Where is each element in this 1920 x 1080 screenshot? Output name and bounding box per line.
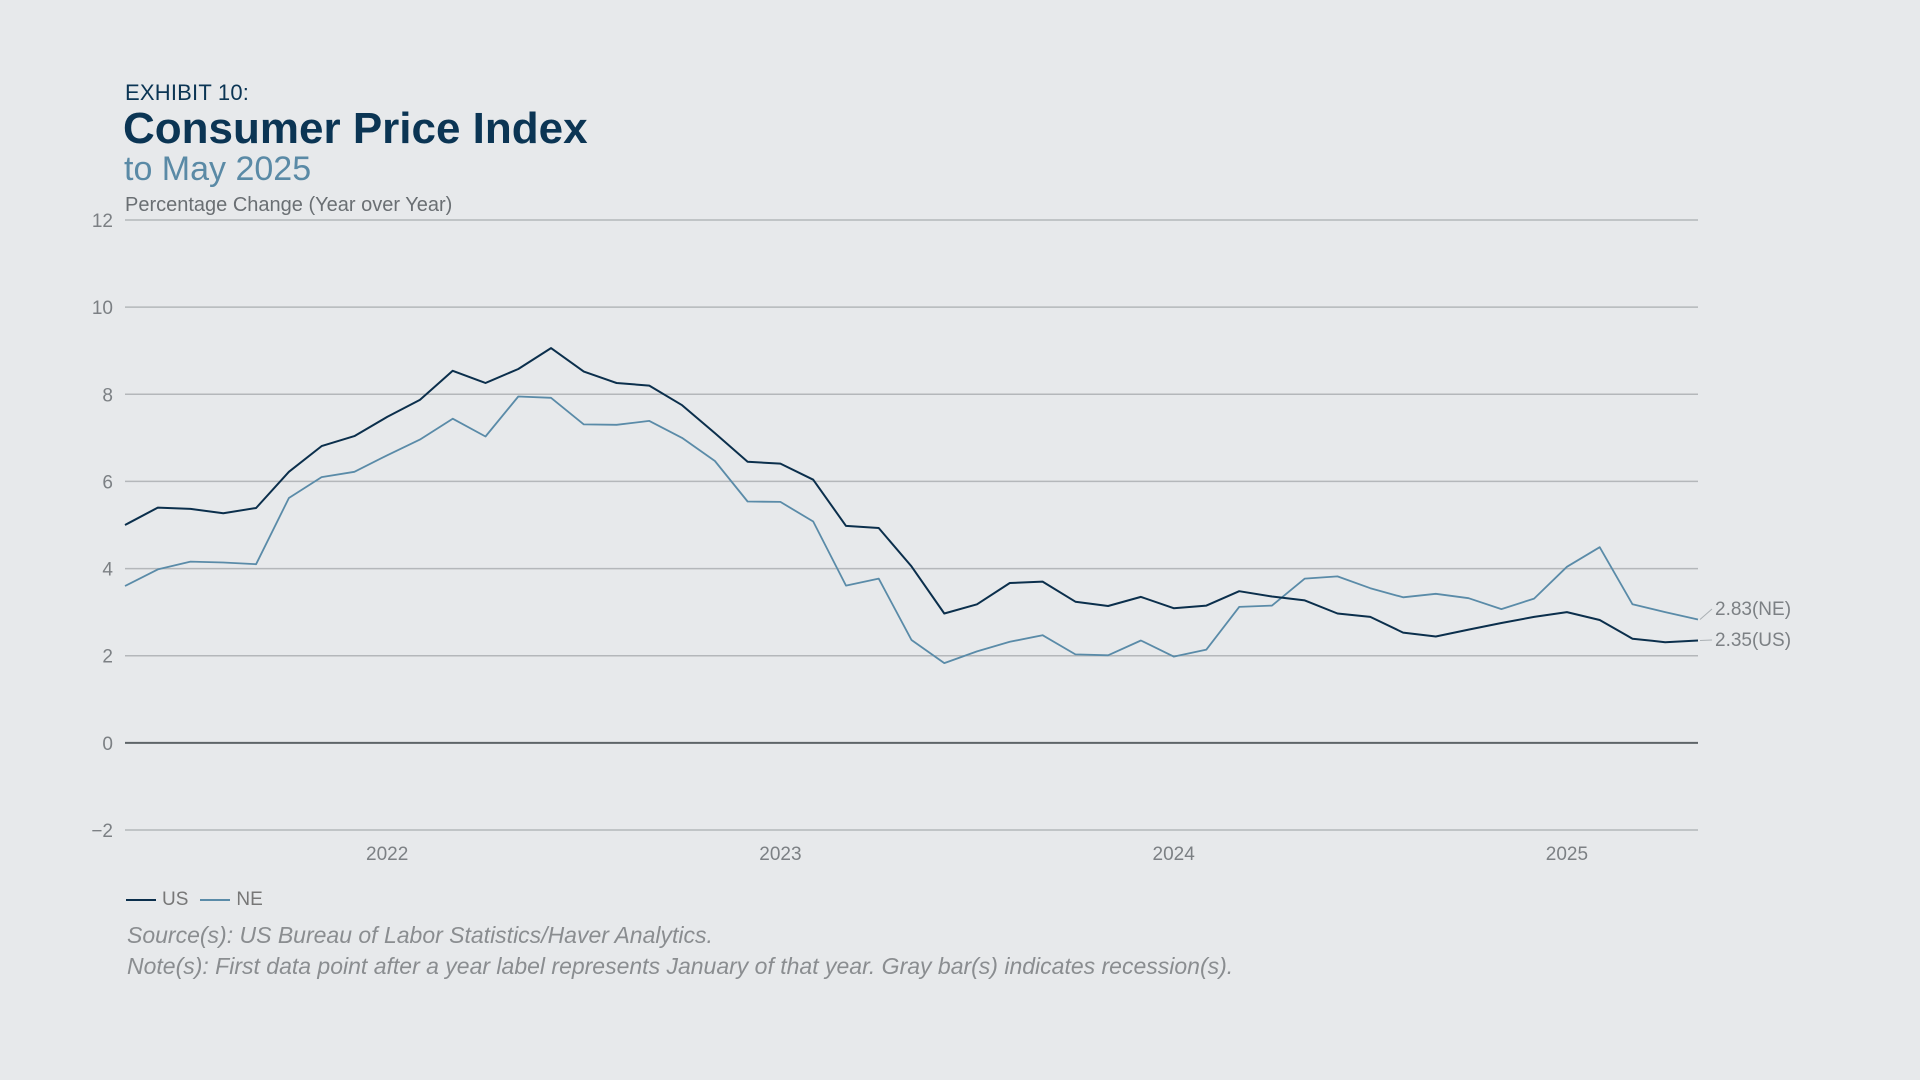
x-tick-label-2023: 2023 — [759, 844, 801, 865]
end-label-us: 2.35(US) — [1715, 630, 1791, 651]
y-tick-label-2: 2 — [102, 647, 113, 668]
x-tick-label-2022: 2022 — [366, 844, 408, 865]
y-tick-label-10: 10 — [92, 298, 113, 319]
y-tick-label-0: 0 — [102, 734, 113, 755]
footnotes: Source(s): US Bureau of Labor Statistics… — [127, 920, 1233, 982]
y-tick-label--2: −2 — [91, 821, 113, 842]
legend-item-us: US — [126, 889, 188, 911]
x-tick-label-2024: 2024 — [1153, 844, 1196, 865]
chart-title: Consumer Price Index — [123, 104, 588, 153]
exhibit-label: EXHIBIT 10: — [125, 80, 250, 105]
source-note: Source(s): US Bureau of Labor Statistics… — [127, 922, 713, 948]
x-tick-label-2025: 2025 — [1546, 844, 1588, 865]
legend-label-us: US — [162, 889, 189, 910]
chart-subtitle: to May 2025 — [124, 150, 312, 188]
series-line-ne — [124, 395, 1699, 664]
end-label-ne: 2.83(NE) — [1715, 599, 1791, 620]
y-tick-label-8: 8 — [102, 385, 113, 406]
legend-label-ne: NE — [236, 889, 263, 910]
data-note: Note(s): First data point after a year l… — [127, 953, 1234, 979]
y-tick-label-4: 4 — [102, 560, 113, 581]
legend-swatch-ne — [200, 899, 231, 901]
legend-item-ne: NE — [200, 889, 263, 911]
y-tick-label-6: 6 — [102, 472, 113, 493]
legend-swatch-us — [126, 899, 156, 901]
series-line-us — [124, 347, 1699, 644]
y-axis-unit-label: Percentage Change (Year over Year) — [125, 194, 453, 216]
y-tick-label-12: 12 — [92, 211, 113, 232]
chart-legend: US NE — [126, 889, 275, 911]
end-label-leader-ne — [1699, 608, 1713, 620]
